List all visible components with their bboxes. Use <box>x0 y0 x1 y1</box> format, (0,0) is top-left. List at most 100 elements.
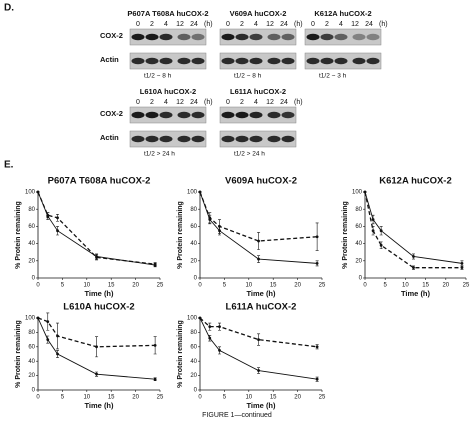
y-tick-label: 40 <box>190 359 197 365</box>
marker <box>208 336 212 340</box>
marker <box>315 345 319 349</box>
y-tick-label: 40 <box>355 241 362 247</box>
unit-label: (h) <box>204 21 213 28</box>
blot-band <box>235 111 249 119</box>
marker <box>460 266 464 270</box>
timepoint-label: 12 <box>176 21 184 28</box>
blot-band <box>177 33 191 41</box>
blot-band <box>131 135 145 143</box>
marker <box>153 377 157 381</box>
blot-band <box>306 33 320 41</box>
half-life: t1/2 ~ 8 h <box>144 73 172 80</box>
y-tick-label: 100 <box>25 316 36 322</box>
x-tick-label: 20 <box>294 283 301 289</box>
blot-band <box>334 57 348 65</box>
x-tick-label: 25 <box>157 283 164 289</box>
timepoint-label: 4 <box>254 21 258 28</box>
panel-label: E. <box>4 160 14 171</box>
y-tick-label: 80 <box>355 207 362 213</box>
x-tick-label: 5 <box>223 395 227 401</box>
timepoint-label: 24 <box>190 21 198 28</box>
marker <box>218 349 221 352</box>
timepoint-label: 0 <box>136 99 140 106</box>
y-tick-label: 100 <box>187 190 198 196</box>
y-tick-label: 40 <box>28 359 35 365</box>
y-axis-label: % Protein remaining <box>15 201 22 269</box>
blot-band <box>191 111 205 119</box>
x-tick-label: 25 <box>463 283 470 289</box>
y-tick-label: 80 <box>190 330 197 336</box>
marker <box>315 261 319 265</box>
blot-band <box>267 111 281 119</box>
blot-band <box>249 111 263 119</box>
timepoint-label: 12 <box>176 99 184 106</box>
row-label: Actin <box>100 55 119 64</box>
caption: FIGURE 1—continued <box>202 412 272 419</box>
timepoint-label: 12 <box>266 99 274 106</box>
x-tick-label: 0 <box>198 283 202 289</box>
timepoint-label: 2 <box>240 21 244 28</box>
blot-band <box>320 33 334 41</box>
row-label: Actin <box>100 133 119 142</box>
row-label: COX-2 <box>100 31 123 40</box>
marker <box>218 325 221 329</box>
timepoint-label: 24 <box>190 99 198 106</box>
x-tick-label: 5 <box>223 283 227 289</box>
marker <box>56 352 59 356</box>
x-tick-label: 15 <box>108 283 115 289</box>
marker <box>257 257 260 261</box>
timepoint-label: 0 <box>226 99 230 106</box>
blot-band <box>366 57 380 65</box>
marker <box>36 190 40 194</box>
timepoint-label: 2 <box>150 99 154 106</box>
chart-title: L610A huCOX-2 <box>63 302 134 313</box>
blot-band <box>145 135 159 143</box>
timepoint-label: 2 <box>325 21 329 28</box>
blot-band <box>177 135 191 143</box>
blot-band <box>281 57 295 65</box>
blot-band <box>352 33 366 41</box>
chart-title: L611A huCOX-2 <box>226 302 297 313</box>
x-tick-label: 25 <box>157 395 164 401</box>
blot-title: L610A huCOX-2 <box>140 87 196 96</box>
blot-band <box>191 33 205 41</box>
y-axis-label: % Protein remaining <box>342 201 349 269</box>
y-tick-label: 20 <box>28 258 35 264</box>
marker <box>460 261 464 265</box>
blot-band <box>320 57 334 65</box>
x-axis-label: Time (h) <box>84 289 114 298</box>
y-tick-label: 20 <box>355 258 362 264</box>
y-axis-label: % Protein remaining <box>15 320 22 388</box>
y-tick-label: 0 <box>32 276 36 282</box>
marker <box>257 239 260 243</box>
blot-title: V609A huCOX-2 <box>230 9 287 18</box>
x-tick-label: 15 <box>422 283 429 289</box>
marker <box>379 229 383 233</box>
half-life: t1/2 ~ 8 h <box>234 73 262 80</box>
y-tick-label: 80 <box>28 207 35 213</box>
y-tick-label: 20 <box>190 373 197 379</box>
marker <box>95 255 98 259</box>
y-tick-label: 0 <box>359 276 363 282</box>
blot-band <box>191 135 205 143</box>
y-tick-label: 0 <box>32 388 36 394</box>
y-tick-label: 60 <box>28 224 35 230</box>
marker <box>412 255 415 258</box>
blot-band <box>177 57 191 65</box>
blot-band <box>235 33 249 41</box>
timepoint-label: 24 <box>280 99 288 106</box>
marker <box>95 372 98 376</box>
timepoint-label: 24 <box>365 21 373 28</box>
blot-band <box>131 33 145 41</box>
blot-band <box>131 57 145 65</box>
blot-band <box>159 57 173 65</box>
line <box>199 191 318 264</box>
x-tick-label: 10 <box>83 283 90 289</box>
x-axis-label: Time (h) <box>401 289 431 298</box>
x-tick-label: 15 <box>270 395 277 401</box>
blot-band <box>281 135 295 143</box>
y-tick-label: 0 <box>194 388 198 394</box>
blot-band <box>267 57 281 65</box>
blot-band <box>221 33 235 41</box>
y-tick-label: 80 <box>190 207 197 213</box>
